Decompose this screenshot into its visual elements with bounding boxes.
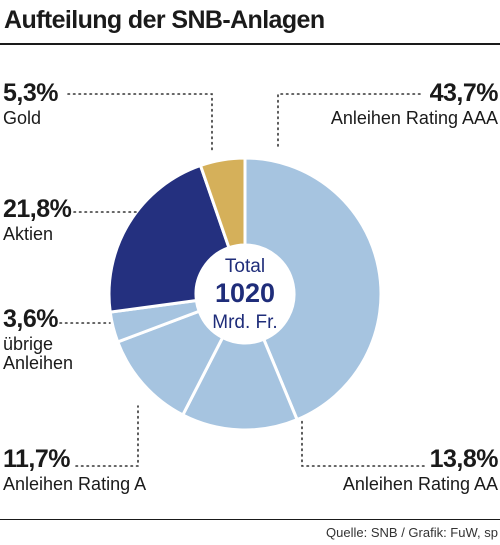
label-gold-value: 5,3% xyxy=(3,79,58,107)
slice-aktien xyxy=(107,163,231,314)
title-rule xyxy=(0,43,500,45)
footer-rule xyxy=(0,519,500,520)
label-anleihen-aaa: 43,7% Anleihen Rating AAA xyxy=(330,79,499,129)
label-anleihen-aa-value: 13,8% xyxy=(429,445,499,473)
label-gold-name: Gold xyxy=(3,108,42,129)
center-total-unit: Mrd. Fr. xyxy=(212,312,278,333)
center-total-value: 1020 xyxy=(214,278,276,308)
label-uebrige-anleihen: 3,6% übrige Anleihen xyxy=(3,306,83,373)
slice-gold xyxy=(198,156,247,250)
label-anleihen-a-name: Anleihen Rating A xyxy=(3,474,147,495)
label-anleihen-aa-name: Anleihen Rating AA xyxy=(342,474,498,495)
leader-anleihen-a xyxy=(75,405,139,467)
label-aktien-name: Aktien xyxy=(3,224,54,245)
chart-title: Aufteilung der SNB-Anlagen xyxy=(4,6,325,34)
label-anleihen-aaa-name: Anleihen Rating AAA xyxy=(330,108,498,129)
center-total-label: Total xyxy=(224,256,266,277)
label-uebrige-anleihen-value: 3,6% xyxy=(3,305,58,333)
leader-gold xyxy=(67,93,213,151)
slice-anleihen-rating-aaa xyxy=(243,156,383,422)
label-aktien: 21,8% Aktien xyxy=(3,195,72,245)
label-anleihen-a: 11,7% Anleihen Rating A xyxy=(3,446,146,494)
label-aktien-value: 21,8% xyxy=(3,195,72,223)
source-note: Quelle: SNB / Grafik: FuW, sp xyxy=(326,525,498,540)
label-anleihen-aa: 13,8% Anleihen Rating AA xyxy=(342,445,499,495)
label-anleihen-aaa-value: 43,7% xyxy=(429,79,499,107)
leader-anleihen-aa xyxy=(301,417,425,467)
label-gold: 5,3% Gold xyxy=(3,80,58,128)
label-uebrige-anleihen-name: übrige Anleihen xyxy=(3,334,74,374)
label-anleihen-a-value: 11,7% xyxy=(3,445,71,473)
